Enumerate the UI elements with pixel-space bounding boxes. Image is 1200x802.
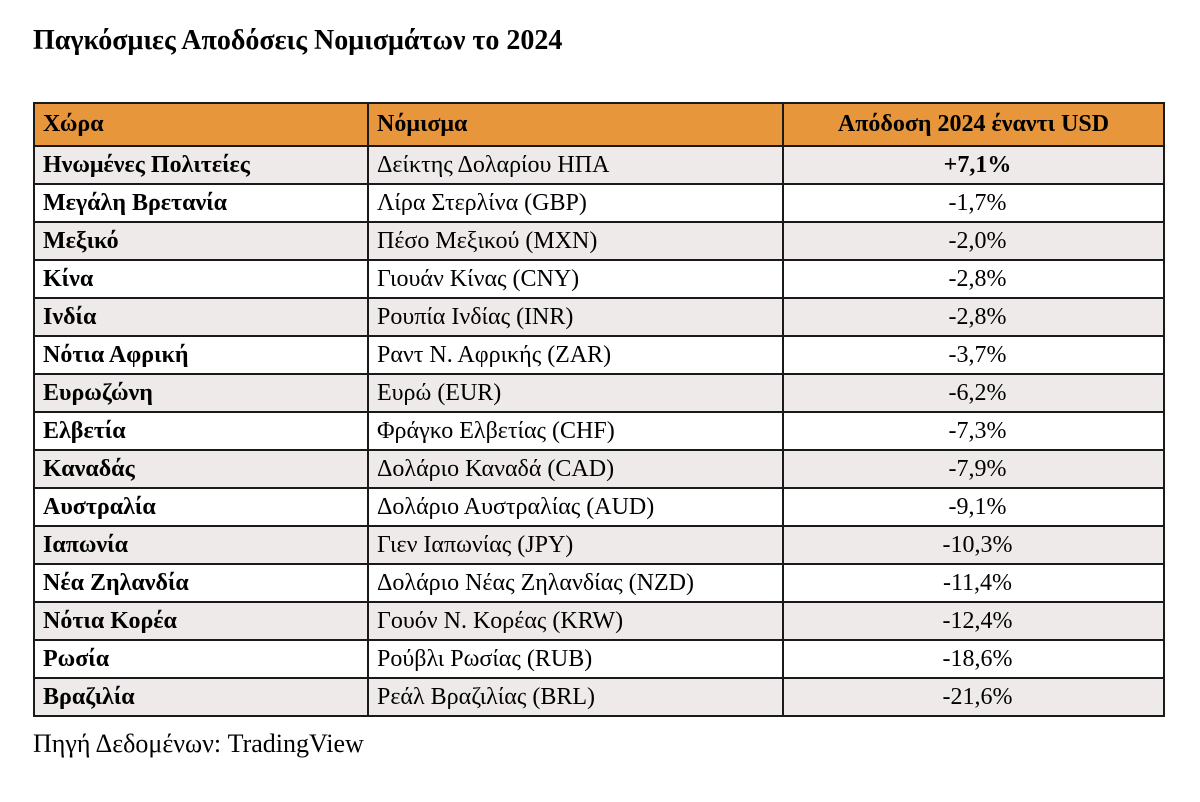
country-cell: Μεξικό [33,221,369,261]
currency-cell: Δολάριο Νέας Ζηλανδίας (NZD) [367,563,784,603]
table-row: Ευρωζώνη Ευρώ (EUR) -6,2% [33,373,1165,413]
return-cell: -2,8% [782,297,1165,337]
column-header-country: Χώρα [33,102,369,147]
currency-cell: Γιουάν Κίνας (CNY) [367,259,784,299]
currency-returns-table: Χώρα Νόμισμα Απόδοση 2024 έναντι USD Ηνω… [33,102,1165,717]
currency-cell: Γουόν Ν. Κορέας (KRW) [367,601,784,641]
country-cell: Ινδία [33,297,369,337]
country-cell: Ευρωζώνη [33,373,369,413]
return-cell: -12,4% [782,601,1165,641]
currency-cell: Ρούβλι Ρωσίας (RUB) [367,639,784,679]
country-cell: Κίνα [33,259,369,299]
return-cell: -7,9% [782,449,1165,489]
country-cell: Ρωσία [33,639,369,679]
page-title: Παγκόσμιες Αποδόσεις Νομισμάτων το 2024 [33,25,563,56]
currency-cell: Φράγκο Ελβετίας (CHF) [367,411,784,451]
country-cell: Βραζιλία [33,677,369,717]
table-row: Ηνωμένες Πολιτείες Δείκτης Δολαρίου ΗΠΑ +7… [33,145,1165,185]
currency-cell: Ραντ Ν. Αφρικής (ZAR) [367,335,784,375]
return-cell: -2,8% [782,259,1165,299]
country-cell: Νέα Ζηλανδία [33,563,369,603]
country-cell: Νότια Αφρική [33,335,369,375]
currency-cell: Δείκτης Δολαρίου ΗΠΑ [367,145,784,185]
country-cell: Καναδάς [33,449,369,489]
return-cell: +7,1% [782,145,1165,185]
table-row: Μεγάλη Βρετανία Λίρα Στερλίνα (GBP) -1,7% [33,183,1165,223]
data-source: Πηγή Δεδομένων: TradingView [33,729,364,758]
return-cell: -2,0% [782,221,1165,261]
return-cell: -7,3% [782,411,1165,451]
table-row: Βραζιλία Ρεάλ Βραζιλίας (BRL) -21,6% [33,677,1165,717]
currency-cell: Ρεάλ Βραζιλίας (BRL) [367,677,784,717]
table-row: Καναδάς Δολάριο Καναδά (CAD) -7,9% [33,449,1165,489]
table-row: Αυστραλία Δολάριο Αυστραλίας (AUD) -9,1% [33,487,1165,527]
currency-cell: Ευρώ (EUR) [367,373,784,413]
table-row: Ινδία Ρουπία Ινδίας (INR) -2,8% [33,297,1165,337]
table-row: Ελβετία Φράγκο Ελβετίας (CHF) -7,3% [33,411,1165,451]
return-cell: -1,7% [782,183,1165,223]
currency-cell: Δολάριο Καναδά (CAD) [367,449,784,489]
country-cell: Αυστραλία [33,487,369,527]
table-header-row: Χώρα Νόμισμα Απόδοση 2024 έναντι USD [33,102,1165,147]
table-row: Νότια Κορέα Γουόν Ν. Κορέας (KRW) -12,4% [33,601,1165,641]
currency-cell: Ρουπία Ινδίας (INR) [367,297,784,337]
return-cell: -9,1% [782,487,1165,527]
country-cell: Μεγάλη Βρετανία [33,183,369,223]
currency-cell: Πέσο Μεξικού (MXN) [367,221,784,261]
column-header-currency: Νόμισμα [367,102,784,147]
country-cell: Ηνωμένες Πολιτείες [33,145,369,185]
return-cell: -3,7% [782,335,1165,375]
table-body: Ηνωμένες Πολιτείες Δείκτης Δολαρίου ΗΠΑ +7… [33,145,1165,717]
currency-cell: Λίρα Στερλίνα (GBP) [367,183,784,223]
country-cell: Νότια Κορέα [33,601,369,641]
table-row: Νέα Ζηλανδία Δολάριο Νέας Ζηλανδίας (NZD)… [33,563,1165,603]
return-cell: -10,3% [782,525,1165,565]
table-row: Ιαπωνία Γιεν Ιαπωνίας (JPY) -10,3% [33,525,1165,565]
table-row: Μεξικό Πέσο Μεξικού (MXN) -2,0% [33,221,1165,261]
country-cell: Ελβετία [33,411,369,451]
currency-cell: Γιεν Ιαπωνίας (JPY) [367,525,784,565]
currency-cell: Δολάριο Αυστραλίας (AUD) [367,487,784,527]
return-cell: -21,6% [782,677,1165,717]
country-cell: Ιαπωνία [33,525,369,565]
table-row: Ρωσία Ρούβλι Ρωσίας (RUB) -18,6% [33,639,1165,679]
return-cell: -18,6% [782,639,1165,679]
return-cell: -6,2% [782,373,1165,413]
table-row: Κίνα Γιουάν Κίνας (CNY) -2,8% [33,259,1165,299]
column-header-return: Απόδοση 2024 έναντι USD [782,102,1165,147]
table-row: Νότια Αφρική Ραντ Ν. Αφρικής (ZAR) -3,7% [33,335,1165,375]
return-cell: -11,4% [782,563,1165,603]
